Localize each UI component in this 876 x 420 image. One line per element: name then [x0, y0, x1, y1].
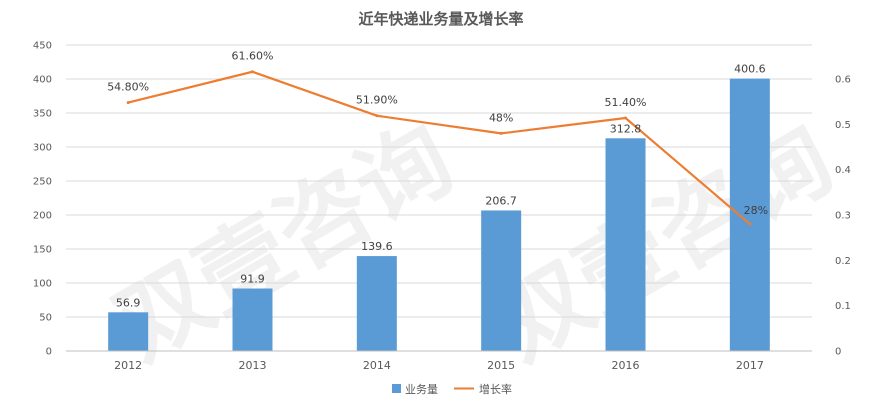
bar-value-label: 312.8: [610, 122, 642, 135]
line-value-label: 48%: [489, 111, 513, 124]
y-left-tick-label: 250: [33, 177, 52, 188]
y-left-tick-label: 200: [33, 211, 52, 222]
y-left-tick-label: 450: [33, 41, 52, 52]
x-tick-label: 2017: [736, 359, 764, 372]
bar-value-label: 91.9: [240, 273, 265, 286]
legend: 业务量 增长率: [392, 382, 512, 396]
y-left-tick-label: 300: [33, 143, 52, 154]
chart-title: 近年快递业务量及增长率: [358, 10, 523, 28]
y-left-tick-label: 0: [46, 347, 52, 358]
watermark-text-left: 双壹咨询: [98, 104, 470, 381]
x-tick-label: 2012: [114, 359, 142, 372]
y-right-tick-label: 0.5: [835, 120, 851, 131]
bar: [481, 210, 522, 351]
bar-series: [108, 78, 770, 351]
y-left-tick-label: 350: [33, 109, 52, 120]
bar-value-label: 139.6: [361, 240, 393, 253]
line-value-label: 54.80%: [107, 81, 149, 94]
line-series: [126, 70, 752, 226]
legend-label-bar: 业务量: [405, 383, 438, 396]
bar-value-label: 56.9: [116, 296, 141, 309]
y-right-tick-label: 0.3: [835, 211, 851, 222]
bar: [729, 78, 770, 351]
legend-swatch-bar: [392, 384, 401, 393]
line-point: [748, 222, 752, 226]
x-tick-label: 2013: [239, 359, 267, 372]
y-right-tick-label: 0.4: [835, 165, 851, 176]
data-labels: 56.9 91.9 139.6 206.7 312.8 400.6 54.80% 61.60%…: [107, 50, 768, 310]
y-right-tick-label: 0.2: [835, 256, 851, 267]
line-point: [126, 101, 130, 105]
axes: 0 50 100 150 200 250 300 350 400 450 0 0.1 0.2 0.3 0.4…: [33, 41, 851, 373]
gridlines: [66, 44, 812, 352]
line-value-label: 51.90%: [356, 94, 398, 107]
x-tick-label: 2015: [487, 359, 515, 372]
bar: [232, 288, 273, 351]
line-point: [375, 114, 379, 118]
x-tick-label: 2016: [612, 359, 640, 372]
y-left-tick-label: 400: [33, 75, 52, 86]
y-right-tick-label: 0: [835, 347, 841, 358]
y-left-tick-label: 100: [33, 279, 52, 290]
line-point: [624, 116, 627, 120]
y-left-tick-label: 50: [39, 313, 52, 324]
line-value-label: 51.40%: [605, 96, 647, 109]
bar: [605, 138, 646, 351]
bar: [356, 256, 397, 351]
legend-label-line: 增长率: [479, 382, 512, 396]
y-left-tick-label: 150: [33, 245, 52, 256]
y-right-tick-label: 0.1: [835, 301, 851, 312]
bar-value-label: 400.6: [734, 63, 766, 76]
line-value-label: 28%: [744, 204, 768, 217]
line-point: [499, 131, 503, 135]
bar: [108, 312, 149, 351]
watermark-text-right: 双壹咨询: [478, 104, 850, 381]
bar-value-label: 206.7: [485, 194, 517, 207]
y-right-tick-label: 0.6: [835, 75, 851, 86]
growth-line: [127, 70, 751, 225]
line-point: [251, 70, 254, 74]
line-value-label: 61.60%: [232, 50, 274, 63]
x-tick-label: 2014: [363, 359, 391, 372]
